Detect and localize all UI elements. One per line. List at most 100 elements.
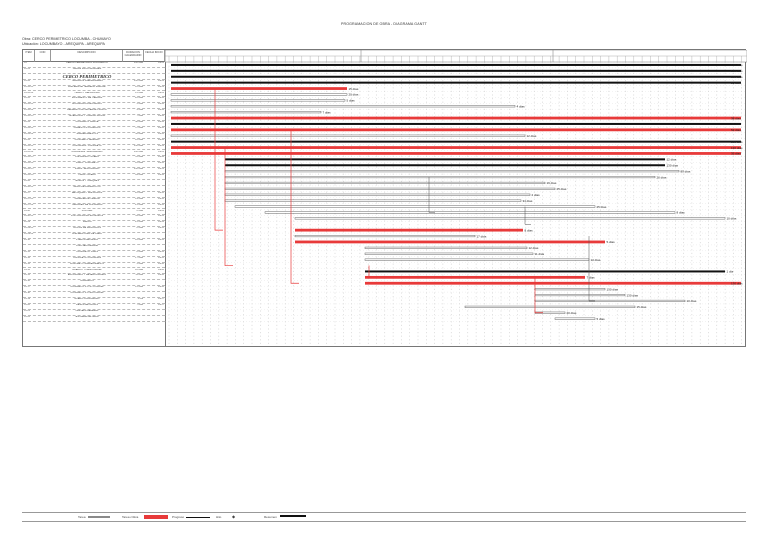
row-item: 01.04.02 (24, 132, 34, 135)
legend-progress-swatch (186, 517, 210, 518)
row-description: REVOQUES Y ENLUCIDOS (71, 191, 103, 194)
bar-duration-label: 130 días (667, 163, 679, 167)
bar-duration-label: 89 días (681, 169, 691, 173)
bar-duration-label: 37 días (731, 122, 741, 126)
bar-duration-label: 11 días (535, 252, 545, 256)
table-row: 01.04.02 SOBRECIMIENTOS 52 días 01/03 (23, 133, 165, 139)
legend-critical-label: Tarea crítica (122, 515, 139, 519)
row-item: 01.17 (24, 286, 30, 289)
bar-duration-label: 8 días (677, 211, 686, 215)
table-row: 01.15 ENCOFRADO Y DESENCOFRADO 11 días 01/0… (23, 274, 165, 281)
document-title: PROGRAMACION DE OBRA - DIAGRAMA GANTT (341, 22, 427, 26)
task-bar (170, 134, 526, 137)
task-bar (224, 181, 546, 184)
bar-duration-label: 8 días (525, 228, 534, 232)
table-row: 01.09 VARIOS 25 días 01/04 (23, 221, 165, 228)
critical-bar (365, 281, 741, 285)
row-duration: 15 días (135, 91, 143, 94)
row-duration: 130 días (133, 144, 143, 147)
row-item: 01.01 (24, 67, 30, 70)
row-start: 01/04 (158, 215, 164, 218)
table-row: 01.13 CONCRETO SOBRECIMIENTO 5 días 01/06 (23, 263, 165, 269)
dependency-link (588, 236, 595, 302)
row-duration: 20 días (135, 97, 143, 100)
row-item: 01.04.01 (24, 126, 34, 129)
row-description: CONCRETO ARMADO (74, 138, 100, 141)
task-bar (224, 199, 522, 202)
row-start: 01/02 (158, 103, 164, 106)
row-duration: 12 días (135, 162, 143, 165)
table-row: 01.12 CONCRETO COLUMNAS 17 días 01/05 (23, 257, 165, 263)
bar-duration-label: 20 días (657, 175, 667, 179)
bar-duration-label: 10 días (727, 217, 737, 221)
row-item: 01.16 (24, 280, 30, 283)
row-start: 01/02 (158, 156, 164, 159)
row-description: NIVELACION Y COMPACTACION (68, 115, 106, 118)
table-row: 01 CERCO PERIMETRICO LOCUMBAYO 130 días 01/… (23, 62, 165, 68)
row-description: PUERTA METALICA (76, 239, 98, 241)
row-start: 01/01 (158, 144, 164, 147)
project-location: Ubicación: LOCUMBAYO - AREQUIPA - AREQUI… (22, 41, 105, 46)
row-duration: 1 día (137, 298, 143, 300)
summary-bar (171, 69, 741, 72)
row-start: 01/03 (158, 162, 164, 165)
legend-task-label: Tarea (78, 515, 86, 519)
table-row: 01.21 LIMPIEZA GENERAL (23, 310, 165, 316)
table-row: 01.10 PUERTA METALICA 10 días 01/05 (23, 239, 165, 245)
critical-bar (171, 146, 741, 149)
row-start: 01/01 (158, 91, 164, 94)
row-start: 01/07 (158, 303, 164, 306)
row-description: RELLENO CON MATERIAL PROPIO (67, 109, 107, 112)
summary-bar (171, 81, 741, 84)
task-bar (224, 170, 680, 173)
row-item: 01 (24, 62, 27, 64)
table-row: 01.07.01 TARRAJEO EXTERIOR 19 días 01/03 (23, 198, 165, 204)
bar-duration-label: 130 días (731, 75, 743, 79)
summary-bar (365, 270, 725, 273)
bar-duration-label: 130 días (731, 281, 743, 285)
row-item: 01.02.02 (24, 91, 34, 94)
bar-duration-label: 7 días (323, 110, 332, 114)
row-description: CONCRETO VIGAS (76, 250, 98, 253)
table-row: 01.05.01 COLUMNAS - CONCRETO 130 días 01/01 (23, 145, 165, 151)
row-description: LIMPIEZA GENERAL (75, 309, 99, 312)
row-duration: 8 días (136, 227, 143, 230)
task-bar (464, 305, 636, 308)
gantt-sheet: ITEM COD DESCRIPCION DURACION CALENDARIO… (22, 49, 747, 347)
row-duration: 37 días (135, 126, 143, 129)
row-duration: 11 días (135, 274, 143, 277)
legend-frame (22, 512, 746, 522)
bar-duration-label: 52 días (731, 128, 741, 132)
summary-bar (171, 122, 741, 125)
col-item-header: ITEM (23, 50, 35, 62)
bar-duration-label: 38 días (731, 116, 741, 120)
legend-summary-label: Resumen (264, 515, 277, 519)
table-row: 01.01 OBRAS PROVISIONALES (23, 68, 165, 74)
row-duration: 89 días (135, 174, 143, 177)
row-duration: 130 días (133, 62, 143, 64)
summary-bar (171, 140, 741, 143)
row-duration: 12 días (135, 138, 143, 141)
row-item: 01.10 (24, 239, 30, 241)
row-start: 01/02 (158, 174, 164, 177)
legend-critical-swatch (144, 515, 168, 519)
row-description: PINTURA (81, 209, 93, 212)
row-item: 01.04 (24, 121, 30, 123)
milestone-diamond-icon: ◆ (232, 514, 236, 519)
table-row: 01.05.04 VIGAS - CONCRETO 12 días 01/03 (23, 162, 165, 169)
row-duration: 12 días (135, 268, 143, 271)
row-item: 01.07.01 (24, 197, 34, 200)
row-start: 01/06 (158, 286, 164, 289)
task-bar (224, 176, 656, 179)
row-start: 01/03 (158, 197, 164, 200)
row-description: VIGAS - CONCRETO (75, 162, 99, 165)
bar-duration-label: 7 días (587, 276, 596, 280)
critical-bar (365, 275, 585, 279)
row-description: OBRAS PROVISIONALES (72, 67, 102, 70)
row-start: 01/01 (158, 168, 164, 171)
row-start: 01/01 (158, 62, 164, 64)
task-bar (364, 258, 590, 261)
row-item: 01.14 (24, 268, 30, 271)
row-start: 01/01 (158, 79, 164, 82)
table-row: 01.19 ACERO CORRUGADO 1 día 01/07 (23, 298, 165, 304)
